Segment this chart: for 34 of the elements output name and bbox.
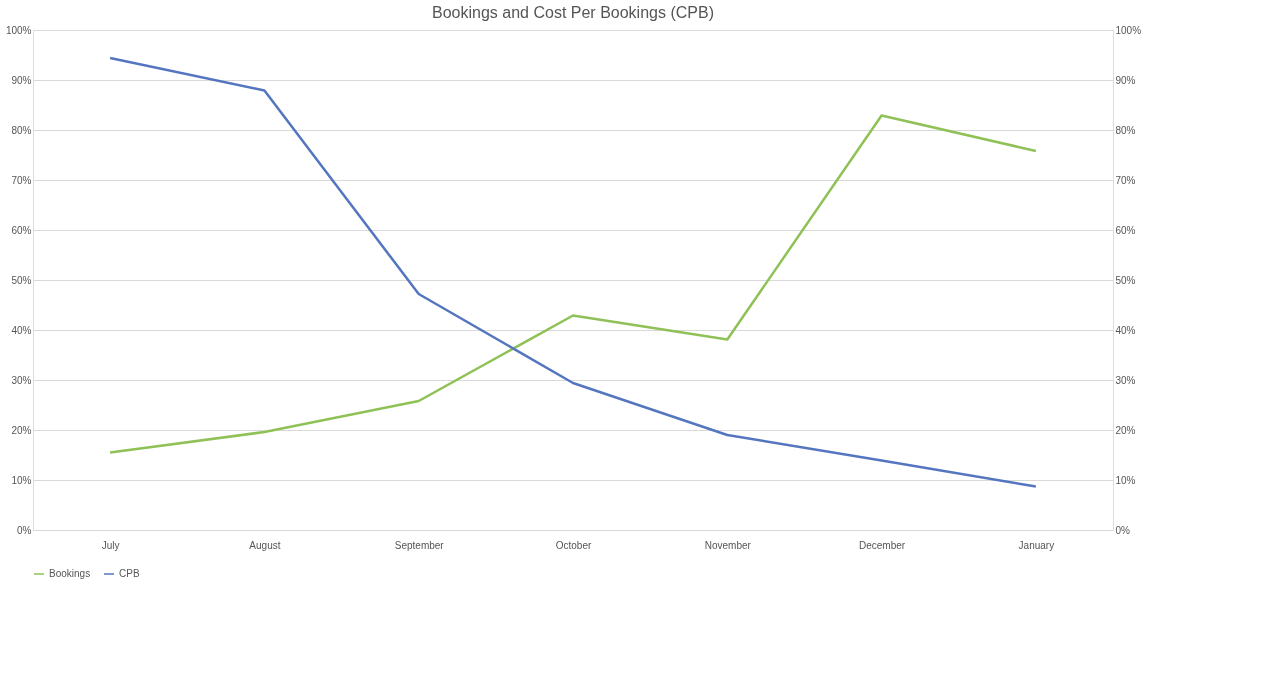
y-tick-label: 50% — [11, 274, 32, 286]
y2-tick-label: 40% — [1115, 324, 1136, 336]
y-tick-label: 100% — [5, 24, 32, 36]
chart-title: Bookings and Cost Per Bookings (CPB) — [432, 4, 714, 21]
line-series — [108, 56, 1038, 488]
y-tick-label: 60% — [11, 224, 32, 236]
x-tick-label: September — [394, 539, 445, 551]
x-tick-label: October — [555, 539, 592, 551]
x-tick-label: December — [859, 539, 906, 551]
y-tick-label: 20% — [11, 424, 32, 436]
line-series — [108, 114, 1038, 454]
legend-label: CPB — [119, 568, 140, 579]
y2-tick-label: 30% — [1115, 374, 1136, 386]
y-tick-label: 90% — [11, 74, 32, 86]
x-tick-label: July — [101, 539, 120, 551]
y2-tick-label: 0% — [1115, 524, 1131, 536]
y2-tick-label: 60% — [1115, 224, 1136, 236]
y2-tick-label: 90% — [1115, 74, 1136, 86]
y2-tick-label: 50% — [1115, 274, 1136, 286]
y-tick-label: 10% — [11, 474, 32, 486]
x-tick-label: November — [704, 539, 752, 551]
y2-tick-label: 20% — [1115, 424, 1136, 436]
y2-tick-label: 100% — [1115, 24, 1142, 36]
y2-tick-label: 10% — [1115, 474, 1136, 486]
y-tick-label: 80% — [11, 124, 32, 136]
y2-tick-label: 80% — [1115, 124, 1136, 136]
y2-tick-label: 70% — [1115, 174, 1136, 186]
x-tick-label: August — [249, 539, 281, 551]
y-tick-label: 30% — [11, 374, 32, 386]
y-tick-label: 70% — [11, 174, 32, 186]
y-tick-label: 40% — [11, 324, 32, 336]
y-tick-label: 0% — [17, 524, 32, 536]
x-tick-label: January — [1018, 539, 1055, 551]
legend-label: Bookings — [49, 568, 91, 579]
